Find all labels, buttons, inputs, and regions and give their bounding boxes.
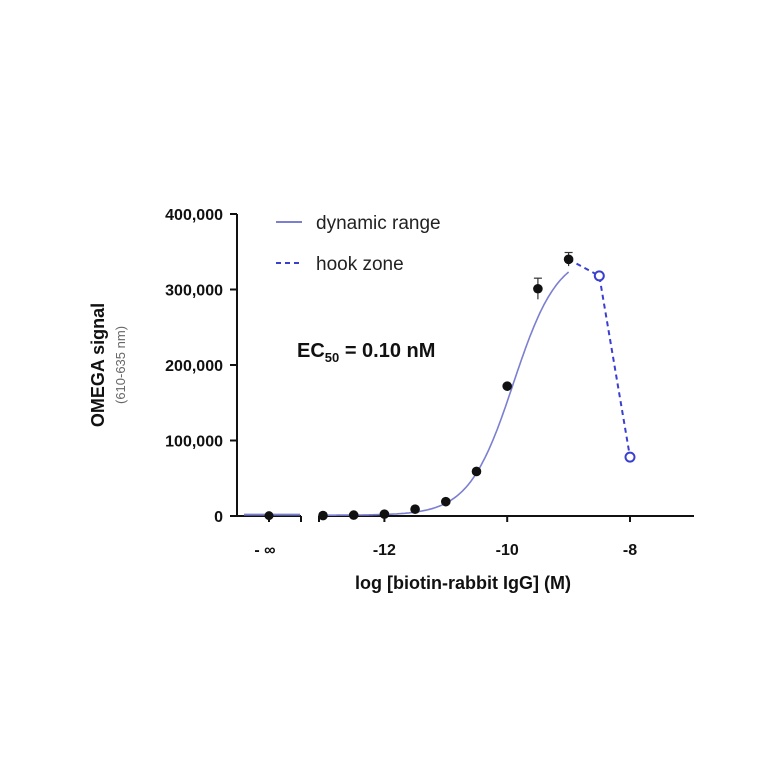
y-tick-label-0: 0 [214,509,223,526]
data-point-neg-infinity [264,511,274,521]
legend-label-hook-zone: hook zone [316,254,404,275]
data-point-dynamic-5 [471,466,482,477]
ec50-annotation: EC50 = 0.10 nM [297,340,435,365]
y-tick-label-2: 200,000 [165,358,223,375]
data-point-dynamic-4 [441,496,451,507]
y-axis-sublabel: (610-635 nm) [113,326,128,404]
x-tick-label-neg-infinity: - ∞ [254,542,275,559]
data-point-hook-2 [624,451,636,463]
data-point-dynamic-8 [563,254,574,265]
data-point-dynamic-1 [348,510,359,520]
x-axis-ticks: -12 -10 -8 [373,516,637,559]
hook-zone-line [568,258,631,458]
legend-label-dynamic-range: dynamic range [316,213,441,234]
data-point-dynamic-3 [410,504,420,515]
data-point-dynamic-7 [533,283,543,294]
data-point-dynamic-0 [318,510,328,521]
x-tick-label-2: -8 [623,542,637,559]
x-axis-label: log [biotin-rabbit IgG] (M) [355,573,571,593]
data-point-hook-1 [593,270,605,282]
ec50-prefix: EC [297,340,325,362]
y-tick-label-4: 400,000 [165,207,223,224]
data-point-dynamic-6 [502,381,512,391]
plot-area [244,251,636,521]
y-axis-ticks: 0 100,000 200,000 300,000 400,000 [165,207,237,526]
data-point-dynamic-2 [379,509,390,519]
legend: dynamic range hook zone [276,213,441,275]
y-tick-label-1: 100,000 [165,434,223,451]
ec50-subscript: 50 [325,350,339,365]
y-axis-label: OMEGA signal [88,303,108,427]
ec50-suffix: = 0.10 nM [339,340,435,362]
x-tick-label-1: -10 [496,542,519,559]
dynamic-range-fit-curve [323,271,570,516]
y-tick-label-3: 300,000 [165,283,223,300]
x-tick-label-0: -12 [373,542,396,559]
